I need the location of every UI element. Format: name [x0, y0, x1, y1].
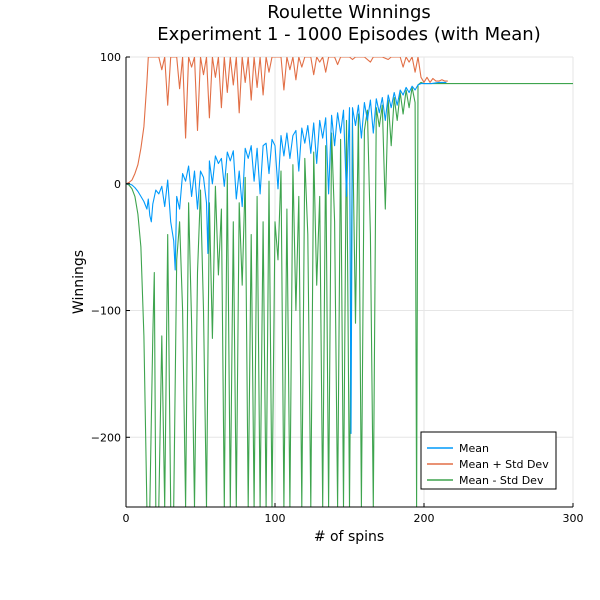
- series-line-mean: [126, 81, 447, 435]
- legend: Mean Mean + Std Dev Mean - Std Dev: [420, 431, 557, 490]
- x-ticks: 0 100 200 300: [123, 503, 584, 525]
- legend-entry-label: Mean + Std Dev: [459, 458, 549, 471]
- x-tick-label: 300: [563, 512, 584, 525]
- legend-entry-label: Mean - Std Dev: [459, 474, 544, 487]
- y-tick-label: 100: [100, 51, 121, 64]
- chart-title-line-2: Experiment 1 - 1000 Episodes (with Mean): [157, 24, 540, 45]
- y-tick-label: −200: [91, 431, 121, 444]
- series-group: [126, 57, 573, 507]
- chart-title-line-1: Roulette Winnings: [267, 2, 431, 23]
- x-axis-label: # of spins: [314, 529, 384, 545]
- y-axis-label: Winnings: [71, 250, 87, 314]
- series-line-mean-std-dev: [126, 81, 573, 507]
- x-tick-label: 100: [265, 512, 286, 525]
- series-line-mean-std-dev: [126, 57, 448, 185]
- x-tick-label: 200: [414, 512, 435, 525]
- y-ticks: −200 −100 0 100: [91, 51, 130, 444]
- legend-entry-label: Mean: [459, 442, 489, 455]
- y-tick-label: 0: [114, 178, 121, 191]
- y-tick-label: −100: [91, 305, 121, 318]
- x-tick-label: 0: [123, 512, 130, 525]
